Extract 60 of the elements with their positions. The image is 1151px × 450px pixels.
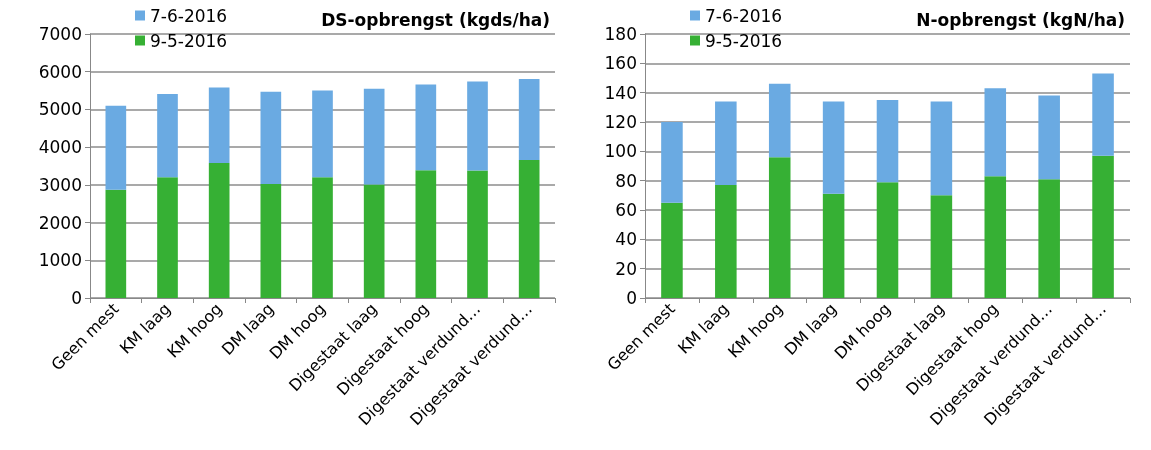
bar	[661, 122, 683, 203]
legend-label: 9-5-2016	[150, 30, 228, 51]
bar	[930, 101, 953, 196]
y-tick-label: 6000	[38, 61, 82, 82]
bar	[661, 202, 683, 298]
y-tick-label: 60	[615, 200, 637, 220]
y-tick-label: 2000	[38, 212, 82, 233]
y-tick-label: 7000	[38, 24, 82, 44]
y-tick-label: 100	[604, 141, 637, 162]
y-tick-label: 160	[604, 53, 637, 74]
y-tick-label: 5000	[38, 99, 82, 120]
y-tick-label: 120	[604, 112, 637, 132]
bar	[876, 182, 899, 298]
bar	[822, 193, 845, 298]
bar	[876, 100, 899, 183]
bar	[157, 177, 178, 298]
bar	[157, 93, 178, 178]
bar	[822, 101, 845, 194]
bar	[208, 162, 230, 298]
bar	[208, 87, 230, 163]
y-tick-label: 180	[604, 24, 637, 44]
y-tick-label: 4000	[38, 137, 82, 158]
y-tick-label: 0	[626, 288, 637, 308]
legend-label: 7-6-2016	[150, 5, 228, 26]
legend-label: 9-5-2016	[705, 30, 783, 51]
bar	[415, 84, 437, 171]
bar	[363, 184, 385, 298]
bar	[260, 184, 282, 298]
bar	[363, 88, 385, 185]
legend-label: 7-6-2016	[705, 5, 783, 26]
bar	[984, 88, 1007, 177]
bar	[467, 81, 488, 171]
y-tick-label: 1000	[38, 250, 82, 271]
bar	[415, 170, 437, 298]
chart-title: N-opbrengst (kgN/ha)	[916, 9, 1126, 30]
bar	[715, 185, 737, 298]
bar	[1038, 179, 1060, 298]
y-tick-label: 80	[615, 170, 637, 191]
bar	[105, 189, 127, 298]
chart-title: DS-opbrengst (kgds/ha)	[321, 9, 551, 30]
bar	[518, 159, 540, 298]
bar	[312, 90, 333, 178]
bar	[467, 170, 488, 298]
bar	[984, 176, 1007, 298]
bar	[105, 105, 127, 190]
y-tick-label: 20	[615, 258, 637, 279]
bar	[930, 195, 953, 298]
y-tick-label: 40	[615, 229, 637, 250]
bar	[1038, 95, 1060, 180]
y-tick-label: 3000	[38, 174, 82, 195]
bar	[260, 91, 282, 185]
bar	[518, 78, 540, 160]
bar	[312, 177, 333, 298]
y-tick-label: 0	[71, 288, 82, 308]
y-tick-label: 140	[604, 82, 637, 103]
bar	[1092, 73, 1114, 156]
bar	[768, 83, 791, 158]
bar	[768, 157, 791, 298]
bar	[715, 101, 737, 186]
bar	[1092, 155, 1114, 298]
